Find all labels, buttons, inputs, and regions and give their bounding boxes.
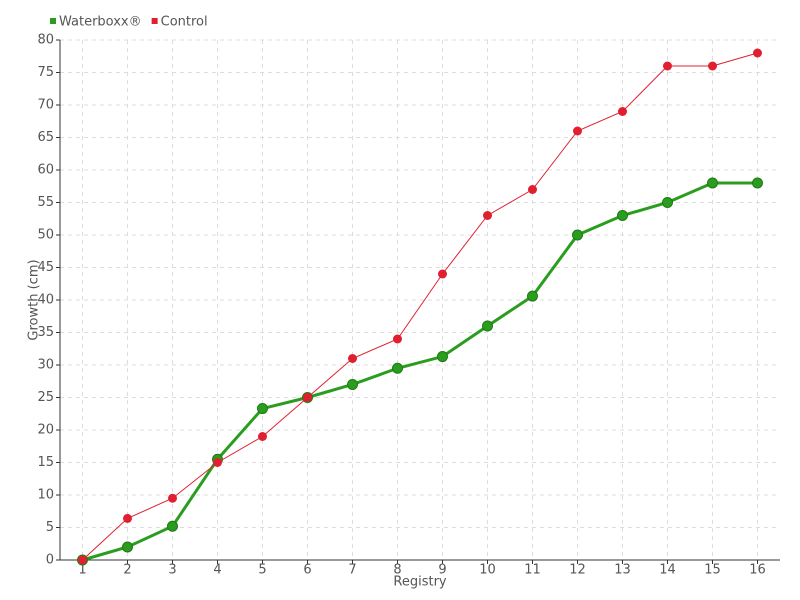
y-tick-label: 50 [37, 228, 54, 243]
data-point [258, 432, 267, 441]
data-point [707, 177, 718, 189]
x-tick-label: 10 [479, 563, 496, 578]
x-tick-label: 6 [303, 563, 311, 578]
data-point [483, 211, 492, 220]
series-line [82, 52, 758, 561]
y-tick-label: 0 [46, 553, 54, 568]
x-tick-label: 7 [348, 563, 356, 578]
x-tick-label: 13 [614, 563, 631, 578]
y-axis-label: Growth (cm) [27, 259, 42, 340]
y-tick-label: 75 [37, 65, 54, 80]
data-point [663, 61, 672, 71]
legend-label: Control [161, 15, 208, 30]
y-tick-label: 25 [37, 390, 54, 405]
data-point [168, 493, 177, 503]
data-point [167, 520, 178, 532]
data-point [257, 403, 268, 415]
x-tick-label: 4 [213, 563, 221, 578]
data-point [528, 185, 537, 194]
series-line [82, 181, 758, 562]
x-tick-label: 11 [524, 563, 541, 578]
data-point [572, 229, 583, 241]
data-point [303, 393, 312, 402]
x-tick-label: 12 [569, 563, 586, 578]
y-tick-label: 20 [37, 423, 54, 438]
y-tick-label: 15 [37, 455, 54, 470]
data-point [708, 61, 717, 71]
x-tick-label: 8 [393, 563, 401, 578]
data-point [78, 555, 87, 565]
data-point [662, 197, 673, 208]
data-point [573, 126, 582, 136]
data-point [393, 334, 402, 344]
x-axis-label: Registry [393, 575, 447, 590]
y-tick-label: 35 [37, 325, 54, 340]
data-point [752, 177, 763, 189]
data-point [122, 541, 133, 553]
data-point [527, 290, 538, 302]
y-tick-label: 60 [37, 163, 54, 178]
y-tick-label: 30 [37, 358, 54, 373]
x-tick-label: 3 [168, 563, 176, 578]
x-tick-label: 16 [749, 563, 766, 578]
x-tick-label: 9 [438, 563, 446, 578]
data-point [438, 269, 447, 279]
y-tick-label: 55 [37, 195, 54, 210]
data-point [392, 362, 403, 374]
x-tick-label: 15 [704, 563, 721, 578]
x-tick-label: 5 [258, 563, 266, 578]
data-point [617, 210, 628, 221]
y-tick-label: 65 [37, 130, 54, 145]
x-tick-label: 1 [78, 563, 86, 578]
data-point [753, 48, 762, 58]
data-point [347, 379, 358, 390]
y-tick-label: 70 [37, 98, 54, 113]
legend-label: Waterboxx® [59, 15, 142, 30]
x-tick-label: 14 [659, 563, 676, 578]
data-point [437, 351, 448, 363]
y-tick-label: 80 [37, 33, 54, 48]
y-tick-label: 5 [46, 520, 54, 535]
data-point [618, 107, 627, 116]
x-tick-label: 2 [123, 563, 131, 578]
data-point [348, 354, 357, 363]
legend-swatch [50, 18, 56, 24]
data-point [482, 320, 493, 332]
y-tick-label: 45 [37, 260, 54, 275]
data-point [123, 513, 132, 523]
y-tick-label: 40 [37, 293, 54, 308]
y-tick-label: 10 [37, 488, 54, 503]
legend-swatch [151, 18, 158, 24]
data-point [213, 458, 222, 467]
